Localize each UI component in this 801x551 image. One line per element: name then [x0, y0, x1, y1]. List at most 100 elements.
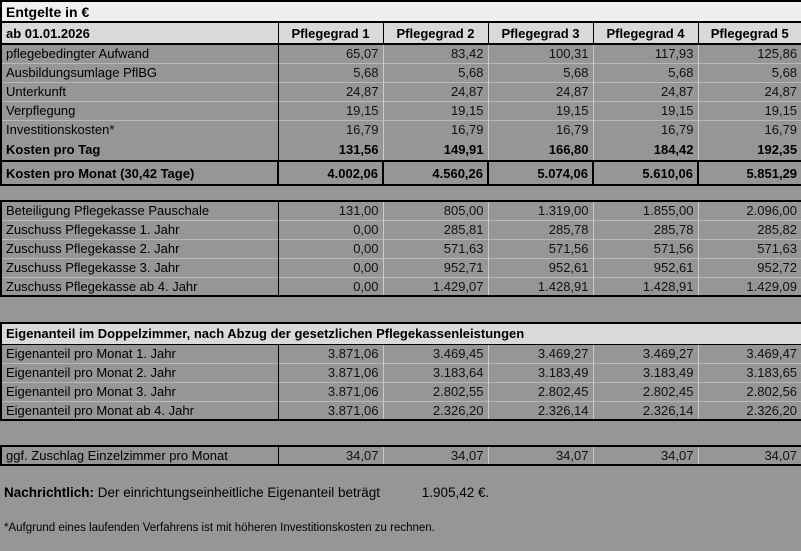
value-cell: 0,00 [277, 219, 383, 239]
column-header: Pflegegrad 5 [697, 22, 801, 45]
value-cell: 192,35 [697, 139, 801, 161]
table-row: Eigenanteil pro Monat 3. Jahr 3.871,06 2.8… [1, 381, 801, 401]
value-cell: 5,68 [382, 62, 488, 82]
column-header: Pflegegrad 4 [592, 22, 698, 45]
row-label: ggf. Zuschlag Einzelzimmer pro Monat [1, 446, 279, 465]
row-label: Eigenanteil pro Monat ab 4. Jahr [1, 400, 279, 420]
value-cell: 19,15 [487, 100, 593, 120]
value-cell: 34,07 [487, 446, 593, 465]
value-cell: 83,42 [382, 44, 488, 63]
value-cell: 1.855,00 [592, 201, 698, 220]
value-cell: 3.469,45 [382, 344, 488, 363]
value-cell: 24,87 [697, 81, 801, 101]
table-row: Zuschuss Pflegekasse 2. Jahr 0,00 571,63 57… [1, 238, 801, 258]
value-cell: 3.469,47 [697, 344, 801, 363]
value-cell: 19,15 [697, 100, 801, 120]
value-cell: 3.183,49 [592, 362, 698, 382]
table-row: Ausbildungsumlage PflBG 5,68 5,68 5,68 5,68 5… [1, 62, 801, 82]
row-label: Eigenanteil pro Monat 1. Jahr [1, 344, 279, 363]
value-cell: 34,07 [277, 446, 383, 465]
value-cell: 285,81 [382, 219, 488, 239]
row-label: Zuschuss Pflegekasse 3. Jahr [1, 257, 279, 277]
value-cell: 34,07 [382, 446, 488, 465]
table-row: Verpflegung 19,15 19,15 19,15 19,15 19,15 [1, 100, 801, 120]
own-share-rows: Eigenanteil pro Monat 1. Jahr 3.871,06 3.4… [1, 344, 801, 420]
value-cell: 3.871,06 [277, 381, 383, 401]
value-cell: 5,68 [697, 62, 801, 82]
value-cell: 285,78 [487, 219, 593, 239]
own-share-header-row: Eigenanteil im Doppelzimmer, nach Abzug … [1, 323, 801, 345]
value-cell: 34,07 [697, 446, 801, 465]
value-cell: 285,82 [697, 219, 801, 239]
column-header-row: ab 01.01.2026 Pflegegrad 1 Pflegegrad 2 Pf… [1, 22, 801, 45]
value-cell: 5.074,06 [487, 160, 594, 186]
value-cell: 16,79 [487, 119, 593, 139]
value-cell: 805,00 [382, 201, 488, 220]
row-label: Verpflegung [1, 100, 279, 120]
note-text: Der einrichtungseinheitliche Eigenanteil… [97, 485, 380, 500]
value-cell: 3.871,06 [277, 362, 383, 382]
value-cell: 184,42 [592, 139, 698, 161]
value-cell: 3.871,06 [277, 400, 383, 420]
value-cell: 3.469,27 [592, 344, 698, 363]
value-cell: 1.429,09 [697, 276, 801, 296]
value-cell: 16,79 [697, 119, 801, 139]
value-cell: 5,68 [487, 62, 593, 82]
table-row: Unterkunft 24,87 24,87 24,87 24,87 24,87 [1, 81, 801, 101]
value-cell: 0,00 [277, 238, 383, 258]
subsidy-rows: Beteiligung Pflegekasse Pauschale 131,00 8… [1, 201, 801, 296]
total-per-day-row: Kosten pro Tag 131,56 149,91 166,80 184,42 19… [1, 139, 801, 161]
value-cell: 2.802,45 [592, 381, 698, 401]
value-cell: 1.429,07 [382, 276, 488, 296]
value-cell: 571,56 [487, 238, 593, 258]
cost-table: Entgelte in € ab 01.01.2026 Pflegegrad 1… [0, 0, 801, 186]
note-value: 1.905,42 €. [421, 485, 490, 500]
single-room-table: ggf. Zuschlag Einzelzimmer pro Monat 34,0… [0, 445, 801, 466]
table-title-row: Entgelte in € [1, 1, 801, 23]
value-cell: 24,87 [487, 81, 593, 101]
subsidy-table: Beteiligung Pflegekasse Pauschale 131,00 8… [0, 200, 801, 297]
value-cell: 2.802,45 [487, 381, 593, 401]
row-label: Unterkunft [1, 81, 279, 101]
value-cell: 571,63 [382, 238, 488, 258]
spacer [0, 421, 801, 445]
table-row: Investitionskosten* 16,79 16,79 16,79 16,79 1… [1, 119, 801, 139]
value-cell: 34,07 [592, 446, 698, 465]
value-cell: 16,79 [277, 119, 383, 139]
value-cell: 952,71 [382, 257, 488, 277]
value-cell: 952,72 [697, 257, 801, 277]
table-row: Beteiligung Pflegekasse Pauschale 131,00 8… [1, 201, 801, 220]
value-cell: 2.326,20 [697, 400, 801, 420]
row-label: pflegebedingter Aufwand [1, 44, 279, 63]
table-row: Eigenanteil pro Monat ab 4. Jahr 3.871,06… [1, 400, 801, 420]
value-cell: 5.851,29 [696, 160, 801, 186]
value-cell: 149,91 [382, 139, 488, 161]
value-cell: 117,93 [592, 44, 698, 63]
value-cell: 5,68 [277, 62, 383, 82]
value-cell: 125,86 [697, 44, 801, 63]
value-cell: 1.428,91 [592, 276, 698, 296]
value-cell: 3.183,49 [487, 362, 593, 382]
value-cell: 2.326,20 [382, 400, 488, 420]
table-row: Eigenanteil pro Monat 1. Jahr 3.871,06 3.4… [1, 344, 801, 363]
value-cell: 3.183,64 [382, 362, 488, 382]
value-cell: 5.610,06 [592, 160, 699, 186]
row-label: Zuschuss Pflegekasse ab 4. Jahr [1, 276, 279, 296]
value-cell: 0,00 [277, 276, 383, 296]
row-label: Zuschuss Pflegekasse 2. Jahr [1, 238, 279, 258]
value-cell: 5,68 [592, 62, 698, 82]
value-cell: 3.183,65 [697, 362, 801, 382]
column-header: Pflegegrad 1 [277, 22, 383, 45]
value-cell: 24,87 [277, 81, 383, 101]
value-cell: 16,79 [592, 119, 698, 139]
value-cell: 100,31 [487, 44, 593, 63]
column-header: Pflegegrad 3 [487, 22, 593, 45]
value-cell: 131,00 [277, 201, 383, 220]
value-cell: 19,15 [382, 100, 488, 120]
spacer [0, 297, 801, 322]
value-cell: 131,56 [277, 139, 383, 161]
value-cell: 1.428,91 [487, 276, 593, 296]
row-label: Investitionskosten* [1, 119, 279, 139]
value-cell: 952,61 [487, 257, 593, 277]
value-cell: 24,87 [592, 81, 698, 101]
